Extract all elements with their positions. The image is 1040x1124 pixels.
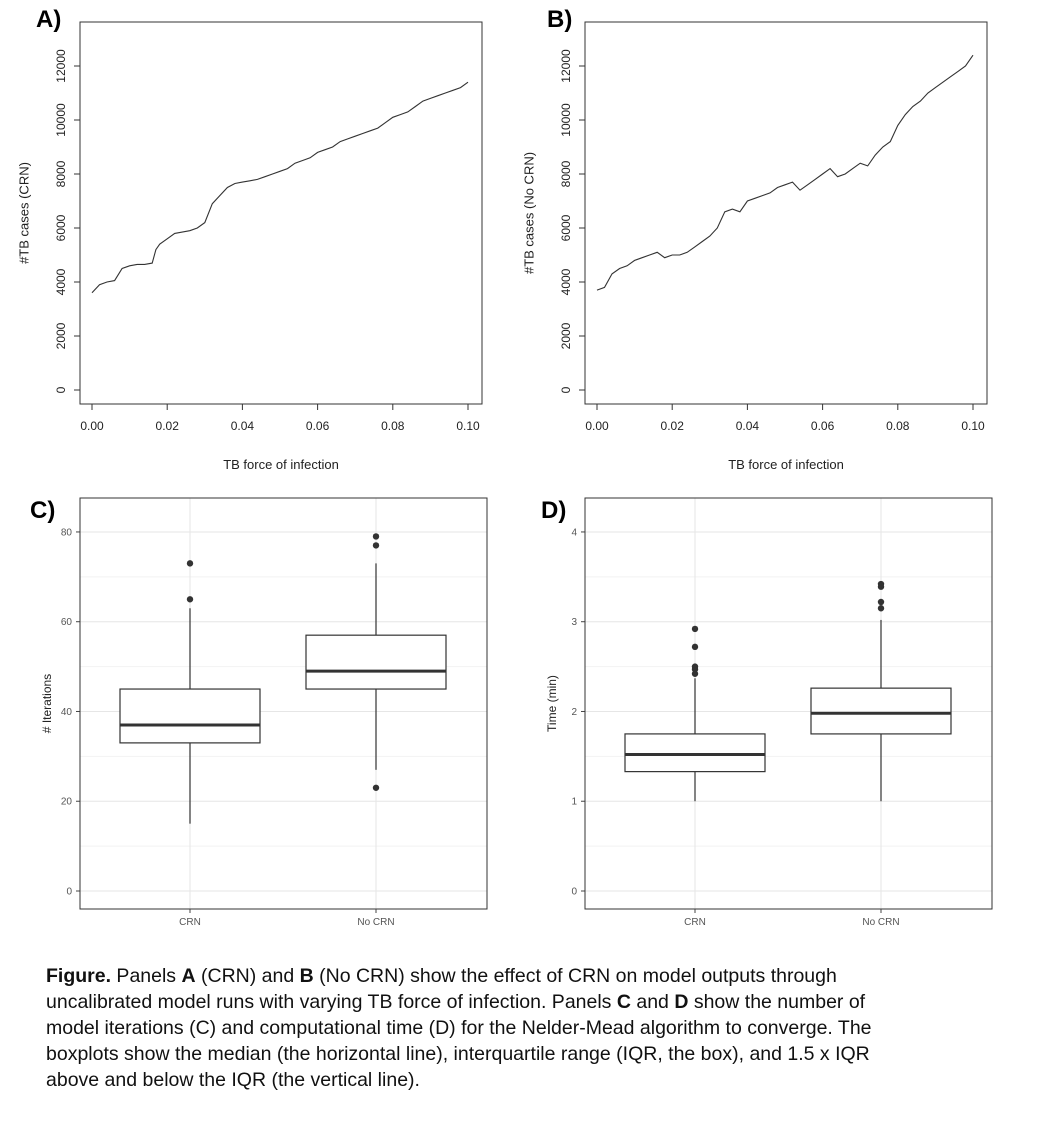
- panel-a-y-tick-label: 6000: [54, 214, 68, 241]
- panel-d-y-tick-label: 3: [571, 617, 577, 628]
- panel-c-outlier-point: [186, 596, 194, 603]
- panel-b-x-tick-label: 0.06: [811, 419, 835, 433]
- panel-d-outlier-point: [877, 580, 885, 588]
- caption-text-segment: (CRN) and: [195, 965, 300, 987]
- caption-heading: Figure.: [46, 965, 112, 987]
- caption-line-2: uncalibrated model runs with varying TB …: [46, 989, 1006, 1015]
- panel-c-y-tick-label: 0: [66, 887, 72, 898]
- panel-d-box-iqr: [810, 687, 952, 735]
- panel-c-y-tick-label: 60: [61, 617, 73, 628]
- panel-d-outlier-point: [691, 625, 699, 633]
- panel-c-x-tick-label: No CRN: [357, 917, 394, 928]
- panel-a-chart: 0.00 0.02 0.04 0.06 0.08 0.10 0 2000 4000 6000 800…: [16, 21, 483, 472]
- caption-line-3: model iterations (C) and computational t…: [46, 1017, 872, 1039]
- panel-b-y-tick-label: 2000: [559, 322, 573, 349]
- panel-a-series-line: [91, 81, 469, 294]
- panel-a-y-tick-label: 2000: [54, 322, 68, 349]
- panel-a-x-tick-label: 0.00: [80, 419, 104, 433]
- panel-a-x-tick-label: 0.10: [456, 419, 480, 433]
- caption-text-segment: (No CRN) show the effect of CRN on model…: [313, 965, 837, 987]
- panel-a-y-tick-label: 10000: [54, 103, 68, 137]
- panel-c-label: C): [30, 497, 56, 524]
- panel-c-chart: 0 20 40 60 80 # Iterations CRN No CRN: [40, 497, 488, 928]
- panel-b-label: B): [547, 6, 573, 33]
- caption-bold-letter: A: [181, 965, 196, 987]
- caption-line-2-b: and: [630, 991, 675, 1013]
- panel-c-outlier-point: [372, 533, 380, 540]
- panel-a-y-tick-label: 4000: [54, 268, 68, 295]
- panel-c-box-iqr: [119, 688, 261, 744]
- panel-d-outlier-point: [691, 670, 699, 677]
- panel-d-outlier-point: [877, 605, 885, 612]
- panel-c-outlier-point: [372, 542, 380, 549]
- panel-c-y-tick-label: 20: [61, 797, 73, 808]
- panel-b-chart: 0.00 0.02 0.04 0.06 0.08 0.10 0 2000 4000 6000 800…: [521, 21, 988, 472]
- caption-line-4: boxplots show the median (the horizontal…: [46, 1043, 870, 1065]
- panel-d-x-tick-label: No CRN: [862, 917, 899, 928]
- caption-line-2-a: uncalibrated model runs with varying TB …: [46, 991, 617, 1013]
- panel-c-y-tick-label: 80: [61, 527, 73, 538]
- panel-d-chart: 0 1 2 3 4 Time (min) CRN No CRN: [545, 497, 993, 928]
- caption-bold-letter: B: [299, 965, 314, 987]
- panel-b-x-tick-label: 0.00: [585, 419, 609, 433]
- panel-c-outlier-point: [372, 784, 380, 791]
- panel-d-outlier-point: [691, 643, 699, 651]
- panel-a-y-tick-label: 12000: [54, 49, 68, 83]
- panel-b-x-tick-label: 0.08: [886, 419, 910, 433]
- panel-a-plot-frame: [79, 21, 483, 405]
- caption-line-5: above and below the IQR (the vertical li…: [46, 1069, 420, 1091]
- panel-b-y-tick-label: 8000: [559, 160, 573, 187]
- figure-caption: Figure. Panels A (CRN) and B (No CRN) sh…: [46, 963, 1006, 1093]
- panel-c-y-axis-label: # Iterations: [40, 674, 54, 733]
- panel-a-label: A): [36, 6, 62, 33]
- panel-c-outlier-point: [186, 560, 194, 567]
- panel-d-outlier-point: [877, 598, 885, 606]
- panel-d-y-tick-label: 1: [571, 797, 577, 808]
- caption-text-segment: Panels: [111, 965, 182, 987]
- panel-d-box-iqr: [624, 733, 766, 773]
- panel-a-x-tick-label: 0.04: [231, 419, 255, 433]
- panel-a-y-tick-label: 0: [54, 386, 68, 393]
- panel-d-y-tick-label: 4: [571, 527, 577, 538]
- caption-line-2-bold-c: C: [616, 991, 631, 1013]
- panel-a-x-tick-label: 0.02: [156, 419, 180, 433]
- panel-b-x-tick-label: 0.10: [961, 419, 985, 433]
- panel-b-y-tick-label: 4000: [559, 268, 573, 295]
- panel-a-x-tick-label: 0.08: [381, 419, 405, 433]
- panel-a-y-axis-label: #TB cases (CRN): [16, 162, 31, 264]
- panel-b-plot-frame: [584, 21, 988, 405]
- panel-c-y-tick-label: 40: [61, 707, 73, 718]
- panel-c-plot-frame: [79, 497, 488, 910]
- panel-d-plot-frame: [584, 497, 993, 910]
- panel-d-y-tick-label: 0: [571, 887, 577, 898]
- panel-b-x-tick-label: 0.02: [661, 419, 685, 433]
- panel-a-y-tick-label: 8000: [54, 160, 68, 187]
- caption-line-1: Figure. Panels A (CRN) and B (No CRN) sh…: [46, 963, 1006, 989]
- panel-a-x-tick-label: 0.06: [306, 419, 330, 433]
- panel-b-y-axis-label: #TB cases (No CRN): [521, 152, 536, 274]
- panel-b-x-axis-label: TB force of infection: [728, 457, 844, 472]
- panel-d-outlier-point: [691, 663, 699, 670]
- panel-d-y-axis-label: Time (min): [545, 675, 559, 732]
- caption-line-2-bold-d: D: [674, 991, 689, 1013]
- panel-d-x-tick-label: CRN: [684, 917, 706, 928]
- panel-b-y-tick-label: 10000: [559, 103, 573, 137]
- panel-b-y-tick-label: 0: [559, 386, 573, 393]
- panel-c-box-iqr: [305, 634, 447, 690]
- panel-c-x-tick-label: CRN: [179, 917, 201, 928]
- panel-b-x-tick-label: 0.04: [736, 419, 760, 433]
- panel-a-x-axis-label: TB force of infection: [223, 457, 339, 472]
- panel-b-y-tick-label: 6000: [559, 214, 573, 241]
- caption-line-2-c: show the number of: [688, 991, 866, 1013]
- panel-b-series-line: [596, 54, 974, 291]
- panel-d-label: D): [541, 497, 567, 524]
- panel-d-y-tick-label: 2: [571, 707, 577, 718]
- panel-b-y-tick-label: 12000: [559, 49, 573, 83]
- caption-line-1-text: Panels A (CRN) and B (No CRN) show the e…: [111, 965, 837, 987]
